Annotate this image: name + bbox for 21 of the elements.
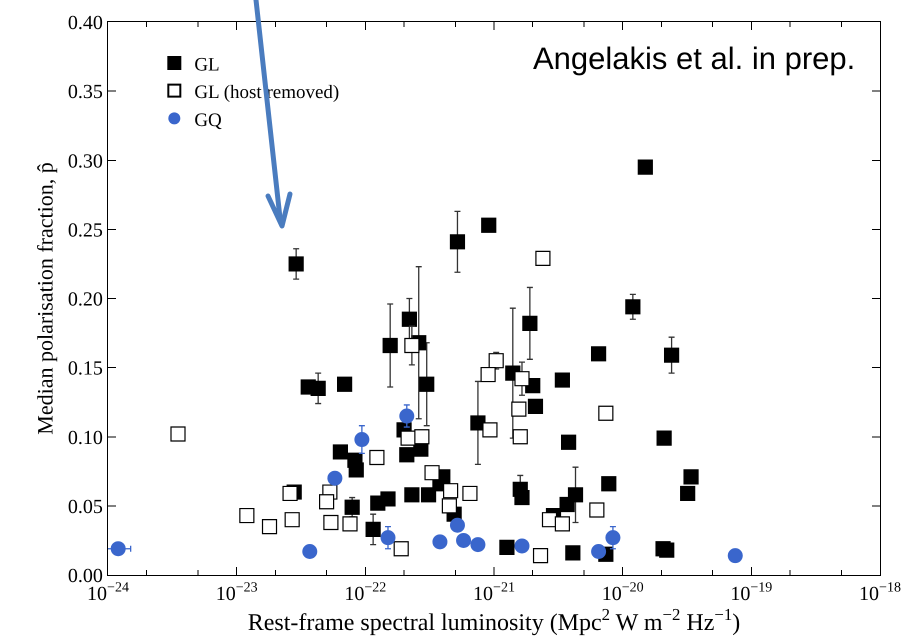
x-tick-label: 10$^{−19}$ (730, 580, 772, 606)
annotation: Angelakis et al. in prep. (533, 41, 856, 76)
y-tick-label: 0.05 (68, 496, 103, 518)
x-tick-label: 10$^{−21}$ (473, 580, 515, 606)
y-tick-label: 0.20 (68, 288, 103, 310)
x-tick-label: 10$^{−23}$ (216, 580, 258, 606)
x-tick-label: 10$^{−18}$ (859, 580, 901, 606)
y-tick-label: 0.10 (68, 426, 103, 449)
y-tick-label: 0.00 (68, 565, 103, 587)
y-axis-title: Median polarisation fraction, p̂ (32, 162, 58, 435)
y-tick-label: 0.30 (68, 150, 103, 172)
x-tick-label: 10$^{−22}$ (344, 580, 386, 606)
x-axis-title: Rest-frame spectral luminosity (Mpc$^{2}$ W m$^{−2}$ Hz$^{−1}$) (248, 605, 740, 636)
legend-label: GL (host removed) (194, 82, 340, 104)
x-tick-label: 10$^{−20}$ (602, 580, 644, 606)
y-tick-label: 0.35 (68, 81, 103, 104)
y-tick-label: 0.25 (68, 219, 103, 242)
y-tick-label: 0.40 (68, 12, 103, 34)
legend-label: GQ (194, 110, 222, 131)
y-tick-label: 0.15 (68, 358, 103, 380)
legend-label: GL (194, 54, 220, 76)
